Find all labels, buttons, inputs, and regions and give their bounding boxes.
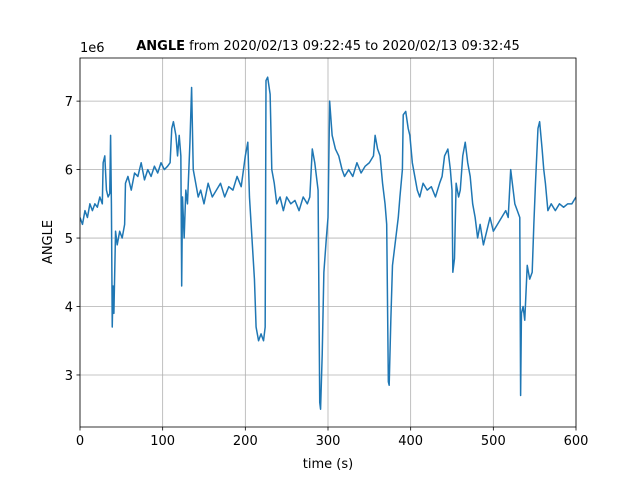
y-axis-label: ANGLE	[41, 220, 56, 264]
x-tick-label: 200	[233, 434, 258, 449]
x-tick-label: 100	[150, 434, 175, 449]
chart-title: ANGLE from 2020/02/13 09:22:45 to 2020/0…	[136, 39, 520, 54]
y-tick-label: 3	[65, 369, 73, 384]
x-tick-label: 0	[76, 434, 84, 449]
plot-lines	[80, 76, 576, 410]
x-tick-label: 500	[481, 434, 506, 449]
title-bold: ANGLE	[136, 39, 185, 54]
y-tick-label: 5	[65, 232, 73, 247]
x-axis-label: time (s)	[303, 457, 353, 472]
y-tick-label: 7	[65, 95, 73, 110]
y-multiplier: 1e6	[80, 41, 105, 56]
x-tick-label: 300	[316, 434, 341, 449]
data-line	[80, 76, 576, 410]
y-tick-label: 6	[65, 164, 73, 179]
ticks: 0 100 200 300 400 500 600 3 4 5 6 7	[65, 95, 589, 449]
title-rest: from 2020/02/13 09:22:45 to 2020/02/13 0…	[185, 39, 520, 54]
x-tick-label: 400	[398, 434, 423, 449]
x-tick-label: 600	[564, 434, 589, 449]
y-tick-label: 4	[65, 301, 73, 316]
